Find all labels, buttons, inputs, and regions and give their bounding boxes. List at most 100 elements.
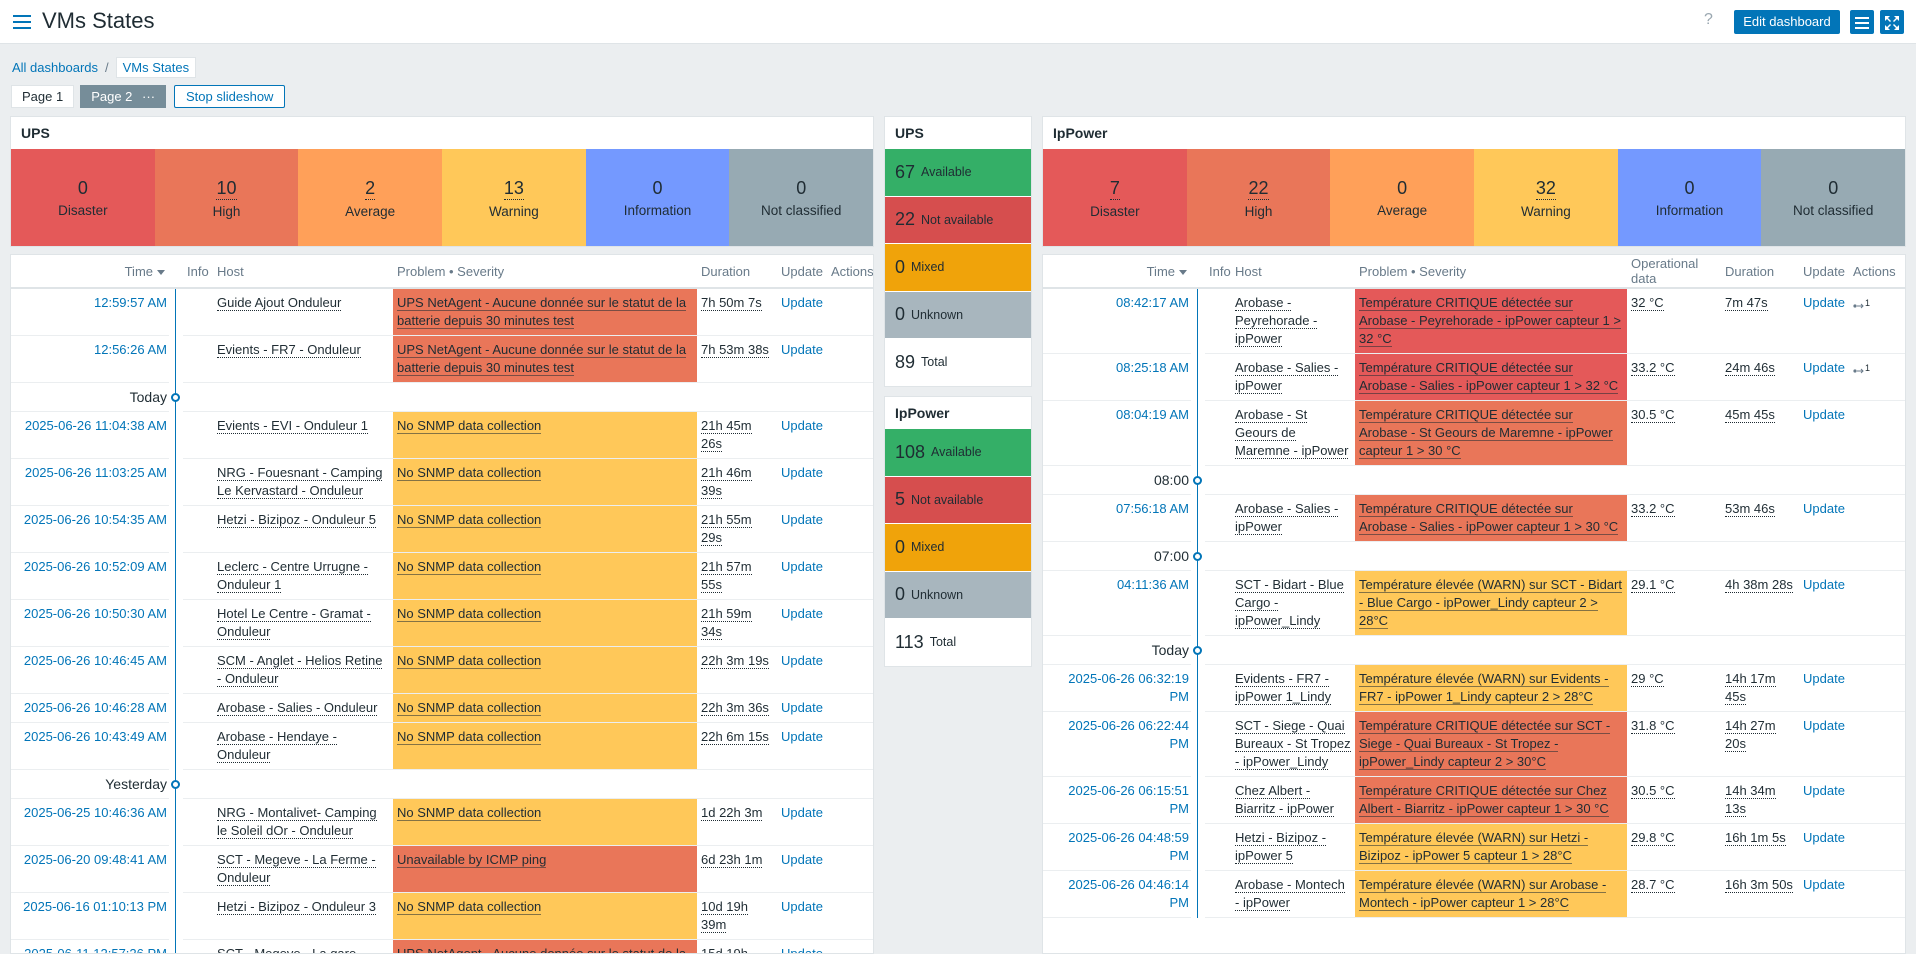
duration-value[interactable]: 24m 46s — [1725, 360, 1775, 376]
duration-value[interactable]: 16h 1m 5s — [1725, 830, 1786, 846]
time-link[interactable]: 2025-06-26 10:52:09 AM — [24, 559, 167, 574]
time-link[interactable]: 2025-06-26 11:04:38 AM — [25, 418, 167, 433]
problem-link[interactable]: No SNMP data collection — [397, 418, 541, 434]
problem-link[interactable]: UPS NetAgent - Aucune donnée sur le stat… — [397, 342, 686, 376]
time-link[interactable]: 2025-06-25 10:46:36 AM — [24, 805, 167, 820]
host-link[interactable]: Arobase - Peyrehorade - ipPower — [1235, 295, 1317, 347]
duration-value[interactable]: 14h 34m 13s — [1725, 783, 1776, 817]
host-link[interactable]: Evients - FR7 - Onduleur — [217, 342, 361, 358]
update-link[interactable]: Update — [1803, 577, 1845, 592]
time-link[interactable]: 2025-06-26 10:43:49 AM — [24, 729, 167, 744]
time-link[interactable]: 12:59:57 AM — [94, 295, 167, 310]
duration-value[interactable]: 45m 45s — [1725, 407, 1775, 423]
problem-link[interactable]: UPS NetAgent - Aucune donnée sur le stat… — [397, 295, 686, 329]
duration-value[interactable]: 21h 55m 29s — [701, 512, 752, 546]
update-link[interactable]: Update — [1803, 407, 1845, 422]
problem-link[interactable]: No SNMP data collection — [397, 653, 541, 669]
update-link[interactable]: Update — [781, 899, 823, 914]
update-link[interactable]: Update — [781, 729, 823, 744]
opdata-value[interactable]: 30.5 °C — [1631, 407, 1675, 423]
host-link[interactable]: NRG - Montalivet- Camping le Soleil dOr … — [217, 805, 377, 839]
column-header[interactable]: Time — [11, 255, 169, 288]
problem-link[interactable]: Température CRITIQUE détectée sur Arobas… — [1359, 501, 1618, 535]
time-link[interactable]: 08:25:18 AM — [1116, 360, 1189, 375]
update-link[interactable]: Update — [1803, 783, 1845, 798]
update-link[interactable]: Update — [1803, 295, 1845, 310]
update-link[interactable]: Update — [1803, 830, 1845, 845]
duration-value[interactable]: 21h 46m 39s — [701, 465, 752, 499]
duration-value[interactable]: 21h 57m 55s — [701, 559, 752, 593]
duration-value[interactable]: 1d 22h 3m — [701, 805, 762, 821]
time-link[interactable]: 2025-06-16 01:10:13 PM — [23, 899, 167, 914]
problem-link[interactable]: Température CRITIQUE détectée sur SCT - … — [1359, 718, 1610, 770]
opdata-value[interactable]: 33.2 °C — [1631, 360, 1675, 376]
update-link[interactable]: Update — [781, 342, 823, 357]
host-link[interactable]: Arobase - Salies - ipPower — [1235, 360, 1338, 394]
actions-icon[interactable]: 1 — [1853, 359, 1870, 377]
time-link[interactable]: 2025-06-26 10:46:28 AM — [24, 700, 167, 715]
duration-value[interactable]: 14h 17m 45s — [1725, 671, 1776, 705]
menu-icon[interactable] — [13, 14, 31, 30]
problem-link[interactable]: No SNMP data collection — [397, 512, 541, 528]
host-link[interactable]: Arobase - Salies - Onduleur — [217, 700, 377, 716]
host-link[interactable]: Arobase - Hendaye - Onduleur — [217, 729, 337, 763]
update-link[interactable]: Update — [1803, 671, 1845, 686]
update-link[interactable]: Update — [781, 295, 823, 310]
problem-link[interactable]: Température CRITIQUE détectée sur Arobas… — [1359, 295, 1621, 347]
time-link[interactable]: 2025-06-26 06:15:51 PM — [1068, 783, 1189, 816]
problem-link[interactable]: No SNMP data collection — [397, 700, 541, 716]
kiosk-button[interactable] — [1880, 10, 1904, 34]
problem-link[interactable]: Température élevée (WARN) sur Arobase - … — [1359, 877, 1606, 911]
page-tab-menu[interactable]: ··· — [136, 86, 155, 107]
host-link[interactable]: Leclerc - Centre Urrugne - Onduleur 1 — [217, 559, 368, 593]
host-link[interactable]: SCT - Megeve - La gare - Onduleur 2 — [217, 946, 364, 954]
slideshow-button[interactable]: Stop slideshow — [174, 85, 285, 108]
problem-link[interactable]: No SNMP data collection — [397, 729, 541, 745]
problem-link[interactable]: No SNMP data collection — [397, 606, 541, 622]
edit-dashboard-button[interactable]: Edit dashboard — [1734, 10, 1840, 34]
time-link[interactable]: 2025-06-26 06:32:19 PM — [1068, 671, 1189, 704]
duration-value[interactable]: 16h 3m 50s — [1725, 877, 1793, 893]
actions-icon[interactable]: 1 — [1853, 294, 1870, 312]
duration-value[interactable]: 22h 3m 36s — [701, 700, 769, 716]
page-tab[interactable]: Page 2 ··· — [80, 85, 166, 108]
host-link[interactable]: Hetzi - Bizipoz - Onduleur 3 — [217, 899, 376, 915]
time-link[interactable]: 08:04:19 AM — [1116, 407, 1189, 422]
duration-value[interactable]: 10d 19h 39m — [701, 899, 748, 933]
duration-value[interactable]: 7m 47s — [1725, 295, 1768, 311]
problem-link[interactable]: Température CRITIQUE détectée sur Arobas… — [1359, 407, 1613, 459]
column-header[interactable]: Time — [1043, 255, 1191, 288]
duration-value[interactable]: 4h 38m 28s — [1725, 577, 1793, 593]
opdata-value[interactable]: 30.5 °C — [1631, 783, 1675, 799]
problem-link[interactable]: Température CRITIQUE détectée sur Arobas… — [1359, 360, 1618, 394]
time-link[interactable]: 2025-06-26 10:54:35 AM — [24, 512, 167, 527]
time-link[interactable]: 07:56:18 AM — [1116, 501, 1189, 516]
host-link[interactable]: SCT - Megeve - La Ferme - Onduleur — [217, 852, 376, 886]
duration-value[interactable]: 21h 45m 26s — [701, 418, 752, 452]
opdata-value[interactable]: 29.1 °C — [1631, 577, 1675, 593]
time-link[interactable]: 04:11:36 AM — [1117, 577, 1189, 592]
time-link[interactable]: 2025-06-20 09:48:41 AM — [24, 852, 167, 867]
opdata-value[interactable]: 28.7 °C — [1631, 877, 1675, 893]
duration-value[interactable]: 53m 46s — [1725, 501, 1775, 517]
host-link[interactable]: Guide Ajout Onduleur — [217, 295, 341, 311]
page-tab[interactable]: Page 1 — [11, 85, 74, 108]
update-link[interactable]: Update — [781, 805, 823, 820]
time-link[interactable]: 2025-06-26 10:50:30 AM — [24, 606, 167, 621]
host-link[interactable]: Evients - EVI - Onduleur 1 — [217, 418, 368, 434]
problem-link[interactable]: Température CRITIQUE détectée sur Chez A… — [1359, 783, 1609, 817]
problem-link[interactable]: No SNMP data collection — [397, 805, 541, 821]
time-link[interactable]: 2025-06-26 06:22:44 PM — [1068, 718, 1189, 751]
time-link[interactable]: 12:56:26 AM — [94, 342, 167, 357]
host-link[interactable]: Chez Albert - Biarritz - ipPower — [1235, 783, 1334, 817]
update-link[interactable]: Update — [781, 465, 823, 480]
